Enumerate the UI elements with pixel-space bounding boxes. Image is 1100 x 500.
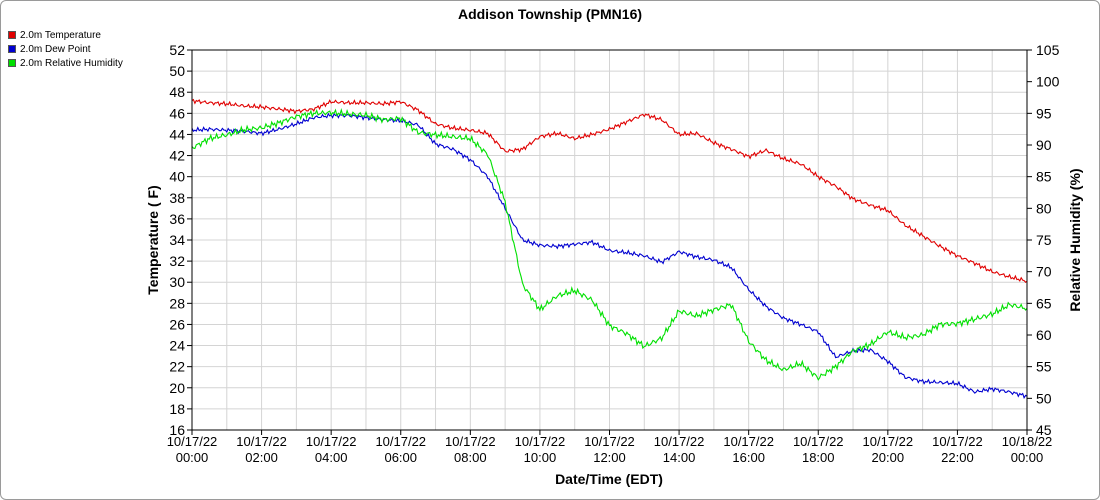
x-tick-label-time: 12:00 [593, 450, 626, 465]
y-left-tick-label: 48 [169, 84, 185, 100]
y-right-tick-label: 65 [1036, 295, 1052, 311]
y-left-tick-label: 52 [169, 42, 185, 58]
x-tick-label-date: 10/17/22 [445, 434, 496, 449]
x-tick-label-time: 22:00 [941, 450, 974, 465]
y-right-tick-label: 60 [1036, 327, 1052, 343]
y-right-tick-label: 70 [1036, 264, 1052, 280]
x-tick-label-date: 10/18/22 [1002, 434, 1053, 449]
x-tick-label-time: 16:00 [732, 450, 765, 465]
y-left-tick-label: 42 [169, 148, 185, 164]
x-tick-label-time: 00:00 [1011, 450, 1044, 465]
y-left-tick-label: 20 [169, 380, 185, 396]
y-left-tick-label: 46 [169, 105, 185, 121]
x-tick-label-time: 02:00 [245, 450, 278, 465]
y-axis-right-label: Relative Humidity (%) [1067, 168, 1083, 311]
temperature-line [191, 98, 1028, 284]
y-left-tick-label: 24 [169, 338, 185, 354]
legend-swatch-temperature [8, 31, 16, 39]
y-left-tick-label: 38 [169, 190, 185, 206]
chart-title: Addison Township (PMN16) [458, 6, 642, 22]
y-left-tick-label: 22 [169, 359, 185, 375]
legend-swatch-dew-point [8, 45, 16, 53]
legend-swatch-relative-humidity [8, 59, 16, 67]
legend: 2.0m Temperature 2.0m Dew Point 2.0m Rel… [8, 28, 123, 70]
x-tick-label-date: 10/17/22 [306, 434, 357, 449]
series-lines [191, 98, 1028, 399]
x-tick-label-date: 10/17/22 [375, 434, 426, 449]
y-right-tick-label: 85 [1036, 169, 1052, 185]
x-tick-label-date: 10/17/22 [654, 434, 705, 449]
x-tick-label-time: 18:00 [802, 450, 835, 465]
x-tick-label-time: 10:00 [524, 450, 557, 465]
y-axis-left-label: Temperature ( F) [145, 185, 161, 294]
legend-item-relative-humidity: 2.0m Relative Humidity [8, 56, 123, 70]
x-tick-label-date: 10/17/22 [167, 434, 218, 449]
y-left-tick-label: 28 [169, 295, 185, 311]
y-left-tick-label: 30 [169, 274, 185, 290]
x-tick-label-date: 10/17/22 [236, 434, 287, 449]
y-right-tick-label: 75 [1036, 232, 1052, 248]
y-left-tick-label: 40 [169, 169, 185, 185]
y-right-tick-label: 80 [1036, 200, 1052, 216]
x-tick-label-date: 10/17/22 [932, 434, 983, 449]
y-right-tick-label: 105 [1036, 42, 1060, 58]
x-tick-label-time: 00:00 [176, 450, 209, 465]
x-tick-label-date: 10/17/22 [863, 434, 914, 449]
plot-area-border [191, 49, 1028, 431]
y-left-tick-label: 16 [169, 422, 185, 438]
x-tick-label-time: 08:00 [454, 450, 487, 465]
y-left-tick-label: 44 [169, 126, 185, 142]
x-tick-label-time: 14:00 [663, 450, 696, 465]
y-right-tick-label: 95 [1036, 105, 1052, 121]
y-right-tick-label: 45 [1036, 422, 1052, 438]
x-tick-label-date: 10/17/22 [584, 434, 635, 449]
legend-label-temperature: 2.0m Temperature [20, 29, 101, 41]
x-tick-label-time: 20:00 [872, 450, 905, 465]
y-left-tick-label: 36 [169, 211, 185, 227]
y-right-tick-label: 55 [1036, 359, 1052, 375]
y-left-tick-label: 18 [169, 401, 185, 417]
x-tick-label-time: 06:00 [384, 450, 417, 465]
y-left-tick-label: 32 [169, 253, 185, 269]
x-tick-label-time: 04:00 [315, 450, 348, 465]
y-right-tick-label: 90 [1036, 137, 1052, 153]
x-tick-label-date: 10/17/22 [515, 434, 566, 449]
y-right-tick-label: 100 [1036, 74, 1060, 90]
relative-humidity-line [191, 108, 1028, 381]
x-tick-label-date: 10/17/22 [793, 434, 844, 449]
x-tick-label-date: 10/17/22 [723, 434, 774, 449]
x-axis-label: Date/Time (EDT) [555, 471, 663, 487]
y-left-tick-label: 50 [169, 63, 185, 79]
legend-label-dew-point: 2.0m Dew Point [20, 43, 91, 55]
legend-item-temperature: 2.0m Temperature [8, 28, 123, 42]
axes: 16 18 20 22 24 26 28 30 32 34 36 38 40 42 44 46 48 50 52 45… [167, 42, 1060, 465]
y-right-tick-label: 50 [1036, 390, 1052, 406]
y-left-tick-label: 34 [169, 232, 185, 248]
legend-label-relative-humidity: 2.0m Relative Humidity [20, 57, 123, 69]
y-left-tick-label: 26 [169, 316, 185, 332]
legend-item-dew-point: 2.0m Dew Point [8, 42, 123, 56]
